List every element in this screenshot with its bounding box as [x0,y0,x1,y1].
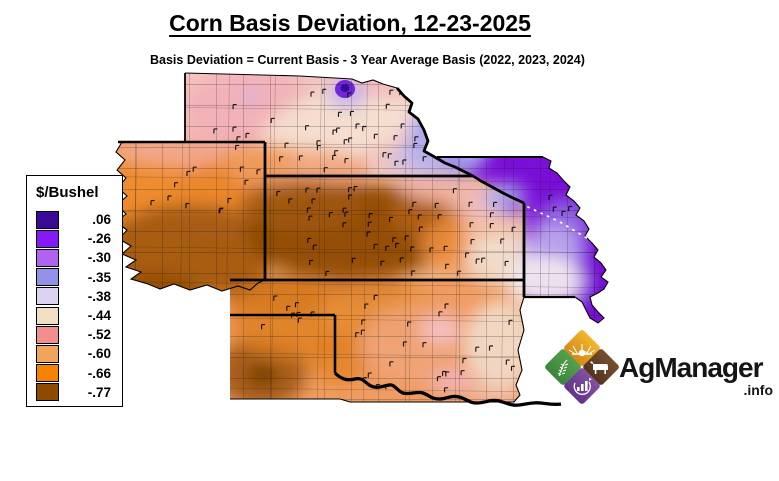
legend-item: -.30 [27,248,122,267]
subtitle: Basis Deviation = Current Basis - 3 Year… [150,53,585,67]
legend-swatch [36,306,59,325]
agmanager-logo: AgManager .info [545,330,773,404]
legend-swatch [36,287,59,306]
legend-label: -.35 [87,269,111,285]
legend-label: -.38 [87,288,111,304]
legend-label: -.26 [87,231,111,247]
legend-swatch [36,229,59,248]
bar-chart-icon [573,378,592,395]
cattle-icon [590,361,608,374]
legend-label: -.77 [87,384,111,400]
sun-icon [568,344,596,357]
legend-item: -.60 [27,344,122,363]
legend-swatch [36,268,59,287]
legend-label: -.52 [87,327,111,343]
legend-label: -.44 [87,308,111,324]
legend-item: -.77 [27,383,122,402]
legend-label: -.66 [87,365,111,381]
legend-item: -.66 [27,364,122,383]
data-region-outline [115,72,609,403]
legend-title: $/Bushel [36,184,99,201]
legend-swatch [36,210,59,229]
legend-swatch [36,248,59,267]
legend-item: .06 [27,210,122,229]
legend-item: -.44 [27,306,122,325]
legend-swatch [36,364,59,383]
missouri-river-border [395,87,525,205]
legend-item: -.26 [27,229,122,248]
legend-item: -.35 [27,268,122,287]
state-borders [118,73,575,407]
logo-brand-text: AgManager [619,352,764,383]
legend-swatch [36,344,59,363]
legend-item: -.38 [27,287,122,306]
logo-tld-text: .info [743,382,773,398]
legend-label: -.60 [87,346,111,362]
legend-swatch [36,325,59,344]
page-title: Corn Basis Deviation, 12-23-2025 [169,10,531,36]
legend-items: .06 -.26 -.30 -.35 -.38 -.44 -.52 -.60 -.66 -.77 [27,210,122,402]
missouri-river-dotted-line [527,206,687,289]
legend-swatch [36,383,59,402]
legend-box: $/Bushel .06 -.26 -.30 -.35 -.38 -.44 -.52 -.60… [26,175,123,407]
legend-label: .06 [92,212,111,228]
legend-item: -.52 [27,325,122,344]
red-river-border [333,371,562,407]
wheat-icon [557,359,569,377]
legend-label: -.30 [87,250,111,266]
